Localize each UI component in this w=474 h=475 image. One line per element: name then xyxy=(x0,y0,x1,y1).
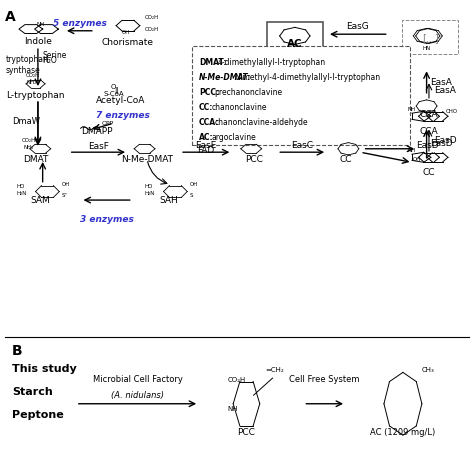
Text: Serine: Serine xyxy=(43,51,67,60)
Text: A: A xyxy=(5,10,16,24)
Text: H₂N: H₂N xyxy=(17,191,27,196)
Text: Peptone: Peptone xyxy=(12,410,64,420)
Text: N-Me-DMAT: N-Me-DMAT xyxy=(121,154,173,163)
Text: CO₂H: CO₂H xyxy=(26,73,40,78)
Text: Chorismate: Chorismate xyxy=(102,38,154,47)
Text: PCC: PCC xyxy=(245,154,263,163)
Text: NH₂: NH₂ xyxy=(26,80,36,85)
Text: chanonclavine-aldehyde: chanonclavine-aldehyde xyxy=(215,118,309,127)
Text: OH: OH xyxy=(121,30,130,35)
Text: OH: OH xyxy=(412,157,421,162)
Text: CO₂H: CO₂H xyxy=(145,27,159,32)
Text: NH: NH xyxy=(36,22,45,27)
Text: HO: HO xyxy=(17,184,25,189)
Text: S: S xyxy=(190,193,193,198)
Text: L-tryptophan: L-tryptophan xyxy=(6,91,65,100)
Text: AC (1209 mg/L): AC (1209 mg/L) xyxy=(370,428,436,437)
Text: (A. nidulans): (A. nidulans) xyxy=(111,391,164,400)
Text: EasD: EasD xyxy=(430,139,453,148)
Text: FAD: FAD xyxy=(198,146,215,155)
Text: CC:: CC: xyxy=(199,103,213,112)
Text: 4-dimethylallyl-l-tryptophan: 4-dimethylallyl-l-tryptophan xyxy=(218,58,326,67)
Text: EasC: EasC xyxy=(291,141,313,150)
Text: HO: HO xyxy=(145,184,153,189)
Text: argoclavine: argoclavine xyxy=(211,133,256,142)
Text: CC: CC xyxy=(340,154,352,163)
Text: prechanonclavine: prechanonclavine xyxy=(215,88,283,97)
Text: CO₂H: CO₂H xyxy=(21,138,36,143)
FancyBboxPatch shape xyxy=(192,46,410,145)
Text: NH₂: NH₂ xyxy=(24,145,34,150)
Text: NH: NH xyxy=(408,107,416,112)
Text: PCC: PCC xyxy=(237,428,255,437)
Text: OH: OH xyxy=(190,182,198,188)
Text: EasD: EasD xyxy=(416,141,439,150)
Text: This study: This study xyxy=(12,364,77,374)
Text: CO₂H: CO₂H xyxy=(228,377,246,383)
Text: 5 enzymes: 5 enzymes xyxy=(53,19,107,28)
Text: [...]: [...] xyxy=(422,33,438,43)
Text: =CH₂: =CH₂ xyxy=(265,367,284,373)
Text: ||: || xyxy=(114,87,118,95)
Text: Acetyl-CoA: Acetyl-CoA xyxy=(96,96,146,105)
Text: NH: NH xyxy=(228,406,238,412)
Text: DMAT:: DMAT: xyxy=(199,58,227,67)
Text: Starch: Starch xyxy=(12,387,53,398)
Text: S-CoA: S-CoA xyxy=(103,91,124,97)
Text: OH: OH xyxy=(62,182,70,188)
Text: EasF: EasF xyxy=(88,142,109,151)
Text: CCA:: CCA: xyxy=(199,118,219,127)
Text: PCC:: PCC: xyxy=(199,88,219,97)
Text: AC: AC xyxy=(287,39,302,49)
Text: Microbial Cell Factory: Microbial Cell Factory xyxy=(92,375,182,384)
Text: N-methyl-4-dimethylallyl-l-tryptophan: N-methyl-4-dimethylallyl-l-tryptophan xyxy=(235,73,381,82)
Text: H₂O: H₂O xyxy=(43,56,57,65)
FancyBboxPatch shape xyxy=(402,20,458,54)
Text: AC:: AC: xyxy=(199,133,214,142)
Text: Cell Free System: Cell Free System xyxy=(290,375,360,384)
Text: S⁺: S⁺ xyxy=(62,193,68,198)
Text: Indole: Indole xyxy=(24,37,52,46)
Text: CHO: CHO xyxy=(446,109,458,114)
Text: N-Me-DMAT:: N-Me-DMAT: xyxy=(199,73,251,82)
Text: OPP: OPP xyxy=(102,121,114,126)
Text: EasG: EasG xyxy=(346,22,369,31)
Text: CH₃: CH₃ xyxy=(422,367,435,373)
Text: O: O xyxy=(111,84,117,90)
FancyBboxPatch shape xyxy=(267,21,323,57)
Text: EasA: EasA xyxy=(430,77,452,86)
Text: CC: CC xyxy=(423,168,435,177)
Text: DMAPP: DMAPP xyxy=(82,127,113,136)
Text: 7 enzymes: 7 enzymes xyxy=(96,111,150,120)
Text: DmaW: DmaW xyxy=(12,117,40,126)
Text: chanonclavine: chanonclavine xyxy=(211,103,267,112)
Text: EasA: EasA xyxy=(434,86,456,95)
Text: EasD: EasD xyxy=(434,136,456,145)
Text: 3 enzymes: 3 enzymes xyxy=(80,215,134,224)
Text: EasE: EasE xyxy=(195,141,217,150)
Text: tryptophan
synthase: tryptophan synthase xyxy=(6,55,48,75)
Text: B: B xyxy=(12,344,22,358)
Text: CO₂H: CO₂H xyxy=(145,15,159,20)
Text: DMAT: DMAT xyxy=(23,154,48,163)
Text: NH: NH xyxy=(408,148,416,153)
Text: CCA: CCA xyxy=(419,126,438,135)
Text: H₂N: H₂N xyxy=(145,191,155,196)
Text: HN: HN xyxy=(422,46,431,51)
Text: CCA: CCA xyxy=(419,110,438,119)
Text: SAM: SAM xyxy=(30,196,50,205)
Text: SAH: SAH xyxy=(159,196,178,205)
